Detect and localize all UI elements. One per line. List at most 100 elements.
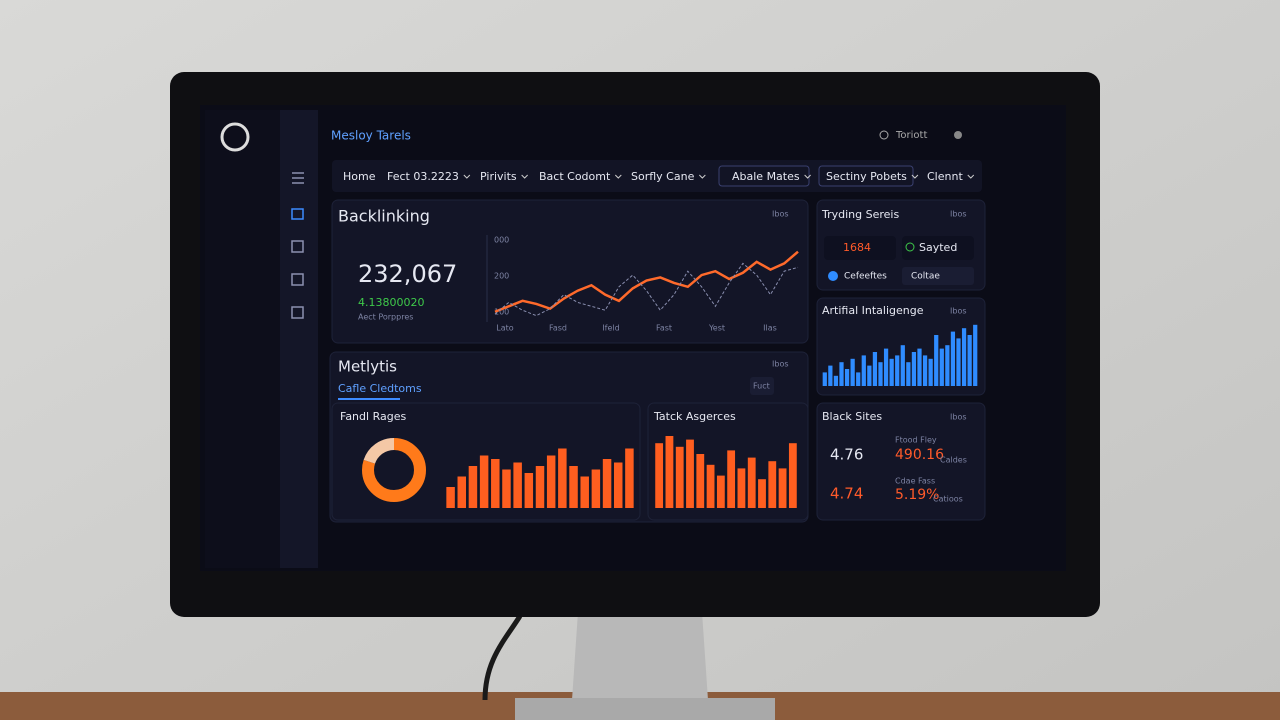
- bar: [655, 443, 664, 508]
- x-tick-label: Lato: [496, 324, 513, 333]
- kpi-caption: Aect Porppres: [358, 313, 413, 322]
- x-tick-label: Fast: [656, 324, 672, 333]
- chip[interactable]: [902, 236, 974, 260]
- bar: [911, 352, 917, 386]
- x-tick-label: Ilas: [763, 324, 777, 333]
- stat-metric: 5.19%: [895, 487, 939, 503]
- bar: [569, 466, 578, 508]
- bar: [867, 365, 872, 386]
- bar: [602, 459, 612, 508]
- nav-item[interactable]: Bact Codomt: [539, 170, 611, 183]
- bar: [491, 459, 500, 508]
- bar: [665, 436, 674, 508]
- bar: [778, 468, 787, 508]
- bar: [580, 476, 589, 508]
- trading-select[interactable]: Coltae: [911, 272, 940, 282]
- nav-item[interactable]: Pirivits: [480, 170, 517, 183]
- chevron: [967, 174, 975, 179]
- bar: [468, 466, 478, 508]
- doc-icon[interactable]: [291, 306, 304, 319]
- panel-title: Tatck Asgerces: [653, 410, 736, 423]
- bar: [922, 355, 928, 386]
- bar: [967, 335, 972, 386]
- bar: [737, 468, 746, 508]
- trading-status: Sayted: [919, 241, 957, 254]
- status-icon: [905, 242, 915, 252]
- nav-item[interactable]: Home: [343, 170, 376, 183]
- sidebar-icon-group: [291, 172, 304, 319]
- bar: [973, 324, 978, 386]
- home-icon[interactable]: [291, 208, 304, 220]
- bar: [850, 358, 855, 386]
- y-tick-label: 200: [494, 272, 509, 281]
- line-series: [494, 250, 799, 313]
- bar: [945, 345, 950, 386]
- nav-item[interactable]: Clennt: [927, 170, 963, 183]
- bar: [686, 439, 694, 508]
- x-tick-label: Yest: [708, 324, 725, 333]
- bar: [613, 462, 623, 508]
- button[interactable]: [750, 377, 774, 395]
- user-name[interactable]: Toriott: [895, 130, 927, 141]
- stat-value: 4.76: [830, 446, 863, 464]
- filter[interactable]: Ibos: [950, 413, 967, 422]
- bar: [928, 358, 933, 386]
- chevron: [614, 174, 622, 179]
- nav: Home Fect 03.2223 Pirivits Bact Codomt Sorfl…: [343, 170, 963, 183]
- bar: [839, 362, 844, 386]
- stat-metric: 490.16: [895, 447, 944, 463]
- bar: [906, 362, 911, 386]
- nav-item[interactable]: Sorfly Cane: [631, 170, 695, 183]
- select[interactable]: [902, 267, 974, 285]
- bar: [546, 455, 556, 508]
- grid-icon[interactable]: [291, 240, 304, 253]
- trading-value: 1684: [843, 241, 871, 254]
- stat-label: Cdae Fass: [895, 477, 935, 486]
- bar: [822, 372, 827, 386]
- bar: [625, 448, 634, 508]
- bar: [479, 455, 489, 508]
- bar: [758, 479, 766, 508]
- bar: [872, 352, 878, 386]
- chevron: [463, 174, 471, 179]
- donut-segment: [362, 438, 426, 502]
- kpi-value: 232,067: [358, 260, 457, 288]
- logo: [220, 122, 250, 152]
- bar: [833, 375, 839, 386]
- tab[interactable]: Cafle Cledtoms: [338, 382, 422, 395]
- dot: [828, 271, 838, 281]
- button-label[interactable]: Fuct: [753, 382, 770, 391]
- bar: [828, 365, 833, 386]
- filter[interactable]: Ibos: [950, 210, 967, 219]
- sidebar: [205, 110, 280, 568]
- bar: [844, 369, 850, 386]
- sidebar-icons: [280, 110, 318, 568]
- globe-icon[interactable]: [954, 131, 962, 139]
- filter[interactable]: Ibos: [772, 360, 789, 369]
- bar: [939, 348, 944, 386]
- bar: [961, 328, 967, 386]
- panel-title: Black Sites: [822, 410, 882, 423]
- menu-icon: [292, 172, 304, 184]
- nav-item[interactable]: Sectiny Pobets: [826, 170, 907, 183]
- nav-item[interactable]: Abale Mates: [732, 170, 800, 183]
- nav-item[interactable]: Fect 03.2223: [387, 170, 459, 183]
- cable: [482, 614, 523, 701]
- panel: [331, 199, 809, 344]
- lock-icon[interactable]: [291, 273, 304, 286]
- line-series: [494, 262, 799, 317]
- stat-unit: Catioos: [933, 495, 963, 504]
- stand-base: [515, 698, 775, 720]
- bar: [747, 457, 756, 508]
- bar: [591, 469, 601, 508]
- filter[interactable]: Ibos: [950, 307, 967, 316]
- bar: [513, 462, 522, 508]
- filter[interactable]: Ibos: [772, 210, 789, 219]
- bar: [768, 461, 777, 508]
- x-tick-label: Ifeld: [602, 324, 619, 333]
- bar: [446, 487, 455, 508]
- chip[interactable]: [824, 236, 896, 260]
- bar: [675, 446, 684, 508]
- x-tick-label: Fasd: [549, 324, 567, 333]
